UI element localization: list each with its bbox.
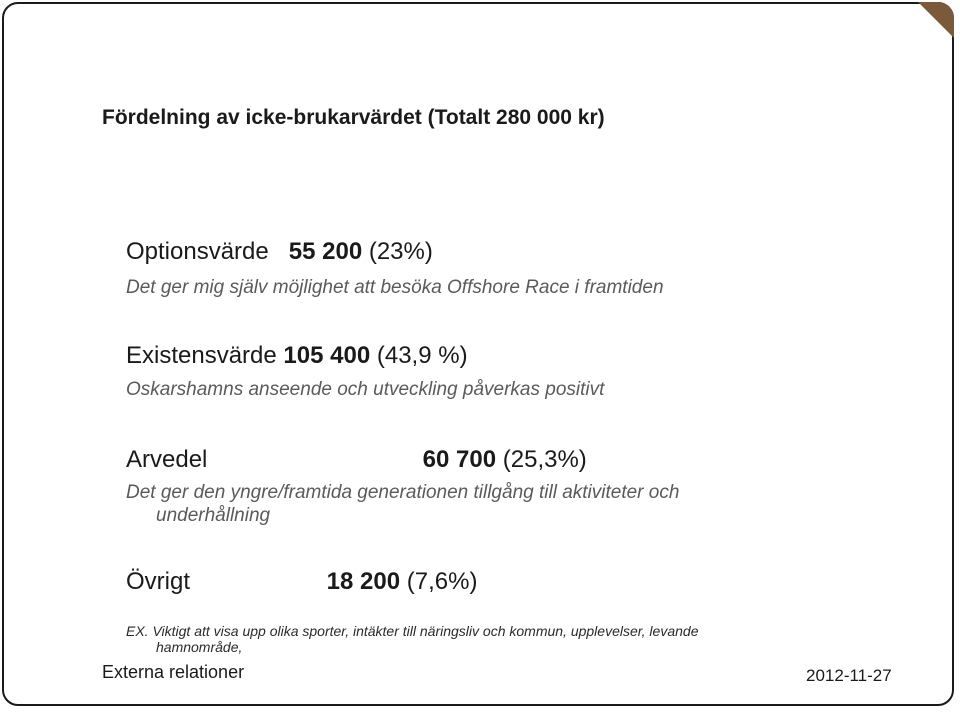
item-percent: (43,9 %) bbox=[376, 342, 468, 369]
item-arvedel-description: Det ger den yngre/framtida generationen … bbox=[126, 481, 679, 527]
item-ovrigt-heading: Övrigt 18 200 (7,6%) bbox=[126, 568, 477, 596]
item-percent: (23%) bbox=[368, 238, 433, 265]
item-percent: (7,6%) bbox=[406, 568, 478, 595]
description-line-2: hamnområde, bbox=[156, 639, 243, 655]
item-existensvarde-description: Oskarshamns anseende och utveckling påve… bbox=[126, 379, 605, 400]
description-line-1: EX. Viktigt att visa upp olika sporter, … bbox=[126, 623, 699, 639]
description-line-1: Det ger den yngre/framtida generationen … bbox=[126, 482, 680, 503]
item-optionsvarde-description: Det ger mig själv möjlighet att besöka O… bbox=[126, 277, 664, 298]
item-value: 105 400 bbox=[283, 342, 371, 369]
item-arvedel-heading: Arvedel 60 700 (25,3%) bbox=[126, 446, 587, 474]
corner-accent bbox=[918, 2, 954, 38]
footer-department: Externa relationer bbox=[102, 662, 245, 682]
item-label: Arvedel bbox=[126, 446, 208, 473]
item-value: 18 200 bbox=[326, 568, 401, 595]
item-percent: (25,3%) bbox=[502, 446, 587, 473]
description-line-2: underhållning bbox=[156, 505, 271, 526]
item-label: Optionsvärde bbox=[126, 238, 269, 265]
slide-title: Fördelning av icke-brukarvärdet (Totalt … bbox=[102, 106, 605, 129]
item-ovrigt-description: EX. Viktigt att visa upp olika sporter, … bbox=[126, 623, 698, 655]
item-label: Övrigt bbox=[126, 568, 191, 595]
item-optionsvarde-heading: Optionsvärde 55 200 (23%) bbox=[126, 238, 433, 266]
footer-date: 2012-11-27 bbox=[806, 666, 892, 685]
item-value: 60 700 bbox=[422, 446, 497, 473]
item-label: Existensvärde bbox=[126, 342, 277, 369]
item-value: 55 200 bbox=[288, 238, 363, 265]
item-existensvarde-heading: Existensvärde 105 400 (43,9 %) bbox=[126, 342, 468, 370]
